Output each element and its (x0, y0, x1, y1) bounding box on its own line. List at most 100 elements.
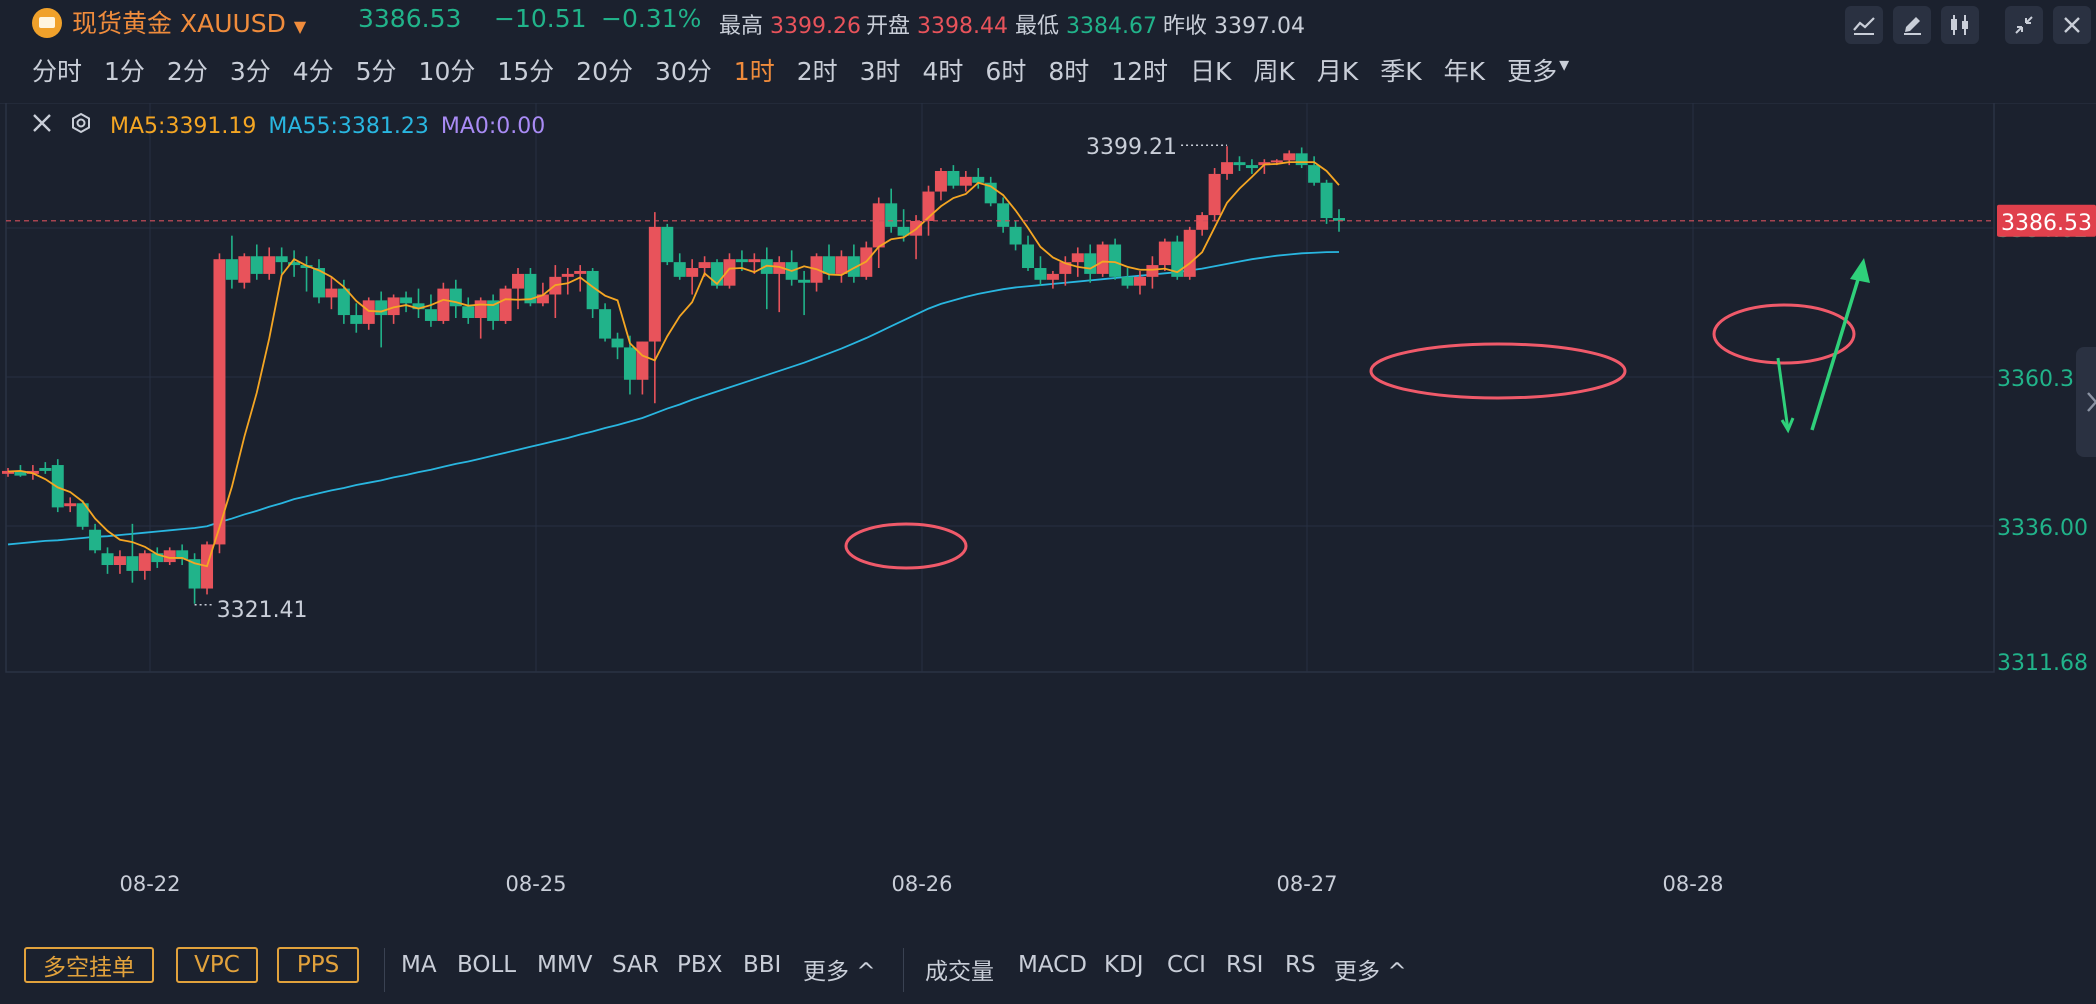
prev-close-value: 3397.04 (1214, 14, 1305, 39)
candle-body (574, 270, 587, 274)
period-tab[interactable]: 10分 (418, 57, 476, 86)
candle-body (1133, 276, 1146, 286)
period-tab[interactable]: 1时 (733, 57, 775, 86)
close-icon (2064, 17, 2080, 33)
indicator-mmv[interactable]: MMV (537, 952, 593, 978)
period-tab[interactable]: 周K (1253, 57, 1295, 86)
period-tab[interactable]: 3分 (229, 57, 271, 86)
candle-body (686, 268, 699, 277)
period-tab[interactable]: 更多 (1507, 57, 1558, 86)
candle-body (599, 309, 612, 339)
period-tab[interactable]: 月K (1316, 57, 1359, 86)
price-change: −10.51 (494, 4, 587, 33)
price-axis-label: 3336.00 (1997, 516, 2088, 541)
indicator-button[interactable] (1845, 6, 1883, 44)
indicator-sar[interactable]: SAR (612, 952, 659, 978)
chart-type-button[interactable] (1941, 6, 1979, 44)
sub-indicator-more[interactable]: 更多 ^ (1334, 952, 1407, 986)
period-tab[interactable]: 3时 (859, 57, 901, 86)
candle-body (1208, 173, 1221, 216)
ma55-line (7, 251, 1340, 546)
indicator-cci[interactable]: CCI (1167, 952, 1206, 978)
high-label: 最高 (719, 14, 764, 39)
indicator-ma[interactable]: MA (401, 952, 437, 978)
candle-body (561, 273, 574, 277)
candle-body (288, 262, 301, 266)
legend-ma0: MA0:0.00 (441, 114, 545, 139)
candle-body (798, 279, 811, 283)
period-tab[interactable]: 20分 (576, 57, 633, 86)
period-tab[interactable]: 季K (1380, 57, 1422, 86)
period-tab[interactable]: 8时 (1048, 57, 1090, 86)
indicator-macd[interactable]: MACD (1018, 952, 1087, 978)
chevron-down-icon[interactable]: ▾ (1559, 52, 1570, 76)
period-tab[interactable]: 12时 (1111, 57, 1169, 86)
highlight-ellipse (1369, 342, 1627, 400)
vpc-button[interactable]: VPC (176, 947, 258, 983)
candle-body (524, 273, 537, 304)
indicator-volume[interactable]: 成交量 (925, 959, 994, 985)
candle-body (126, 556, 139, 571)
period-tab[interactable]: 2分 (166, 57, 208, 86)
low-value: 3384.67 (1066, 14, 1157, 39)
chevron-up-icon: ^ (856, 959, 876, 985)
side-panel-toggle[interactable] (2076, 347, 2096, 457)
chevron-right-icon (2087, 392, 2096, 412)
candle-body (1183, 229, 1196, 277)
candlestick-chart[interactable]: 3408.943384.623360.313336.003311.6808-22… (0, 103, 2096, 940)
candle-body (1320, 182, 1333, 219)
pencil-icon (1904, 17, 1921, 35)
indicator-kdj[interactable]: KDJ (1104, 952, 1144, 978)
period-tab[interactable]: 2时 (796, 57, 838, 86)
candle-body (163, 550, 176, 563)
long-short-order-button[interactable]: 多空挂单 (24, 947, 154, 983)
candle-body (1270, 160, 1283, 163)
period-tab[interactable]: 15分 (497, 57, 555, 86)
period-tab[interactable]: 1分 (104, 57, 145, 86)
indicator-bbi[interactable]: BBI (743, 952, 782, 978)
period-tab[interactable]: 4分 (292, 57, 334, 86)
pps-button[interactable]: PPS (277, 947, 359, 983)
candle-body (1333, 218, 1345, 221)
indicator-rs[interactable]: RS (1285, 952, 1316, 978)
chevron-down-icon[interactable]: ▼ (293, 17, 307, 36)
highlight-ellipse (844, 522, 968, 570)
period-tab[interactable]: 5分 (355, 57, 397, 86)
candle-body (1109, 244, 1122, 277)
candle-body (1034, 268, 1047, 280)
quote-header: 现货黄金 XAUUSD ▼ 3386.53 −10.51 −0.31% 最高 3… (0, 0, 2096, 44)
prev-close-stat: 昨收 3397.04 (1163, 8, 1305, 40)
instrument-name[interactable]: 现货黄金 XAUUSD ▼ (72, 4, 306, 40)
up-arrow-stroke (1810, 272, 1862, 431)
ma-legend: MA5:3391.19 MA55:3381.23 MA0:0.00 (110, 114, 545, 139)
candle-body (648, 226, 661, 342)
candle-body (101, 553, 114, 566)
candle-body (76, 503, 89, 527)
period-tab[interactable]: 日K (1190, 57, 1232, 86)
candle-body (263, 256, 276, 274)
period-tab[interactable]: 30分 (654, 57, 712, 86)
price-axis-label: 3311.68 (1997, 651, 2088, 676)
candle-body (835, 256, 848, 274)
price-axis-label: 3408.94 (1997, 103, 2088, 104)
indicator-boll[interactable]: BOLL (457, 952, 517, 978)
indicator-pbx[interactable]: PBX (677, 952, 723, 978)
indicator-rsi[interactable]: RSI (1226, 952, 1264, 978)
period-tab[interactable]: 4时 (922, 57, 964, 86)
candle-body (412, 303, 425, 310)
candle-body (1283, 153, 1296, 161)
period-tab[interactable]: 年K (1443, 57, 1486, 86)
candle-body (14, 470, 27, 476)
candle-body (400, 297, 413, 304)
candle-body (872, 203, 885, 248)
period-tab[interactable]: 分时 (32, 57, 83, 86)
close-button[interactable] (2053, 6, 2091, 44)
candle-body (1295, 153, 1308, 166)
candle-body (1096, 244, 1109, 274)
collapse-button[interactable] (2005, 6, 2043, 44)
period-tab[interactable]: 6时 (985, 57, 1027, 86)
draw-button[interactable] (1893, 6, 1931, 44)
collapse-icon (2015, 16, 2033, 34)
main-indicator-more[interactable]: 更多 ^ (803, 952, 876, 986)
down-arrow-head (1780, 417, 1795, 434)
